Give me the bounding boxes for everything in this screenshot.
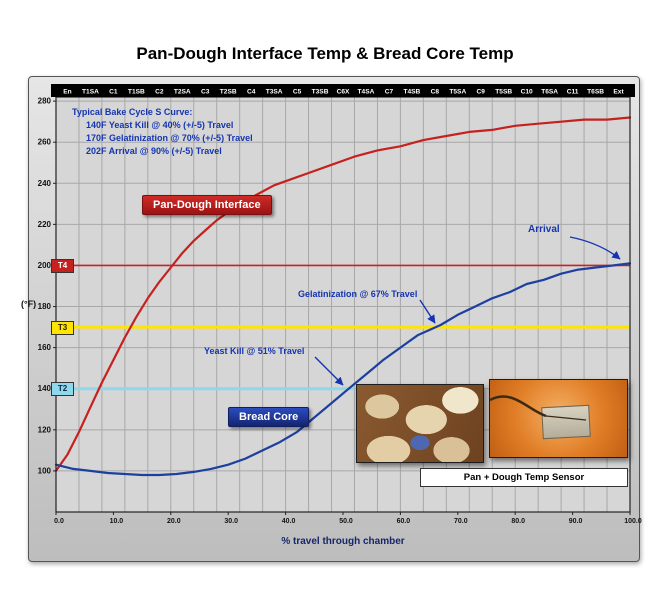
arrival-annotation: Arrival: [528, 224, 560, 235]
y-axis-label: (°F): [21, 299, 37, 309]
sensor-photo-caption: Pan + Dough Temp Sensor: [420, 468, 628, 487]
info-line-heading: Typical Bake Cycle S Curve:: [72, 107, 193, 117]
yeast-kill-annotation: Yeast Kill @ 51% Travel: [204, 346, 305, 356]
pan-dough-interface-label: Pan-Dough Interface: [142, 195, 272, 215]
dough-photo: [356, 384, 484, 463]
info-line-yeast: 140F Yeast Kill @ 40% (+/-5) Travel: [86, 120, 234, 130]
t3-sensor-badge: T3: [51, 321, 74, 335]
sensor-photo: [489, 379, 628, 458]
info-line-gelatinization: 170F Gelatinization @ 70% (+/-5) Travel: [86, 133, 253, 143]
sensor-wire-icon: [490, 395, 587, 421]
x-axis-label: % travel through chamber: [281, 536, 405, 547]
bake-cycle-info-box: Typical Bake Cycle S Curve: 140F Yeast K…: [72, 106, 253, 158]
info-line-arrival: 202F Arrival @ 90% (+/-5) Travel: [86, 146, 222, 156]
gelatinization-annotation: Gelatinization @ 67% Travel: [298, 289, 418, 299]
bread-core-label: Bread Core: [228, 407, 310, 427]
t4-sensor-badge: T4: [51, 259, 74, 273]
chart-title: Pan-Dough Interface Temp & Bread Core Te…: [136, 44, 514, 63]
t2-sensor-badge: T2: [51, 382, 74, 396]
